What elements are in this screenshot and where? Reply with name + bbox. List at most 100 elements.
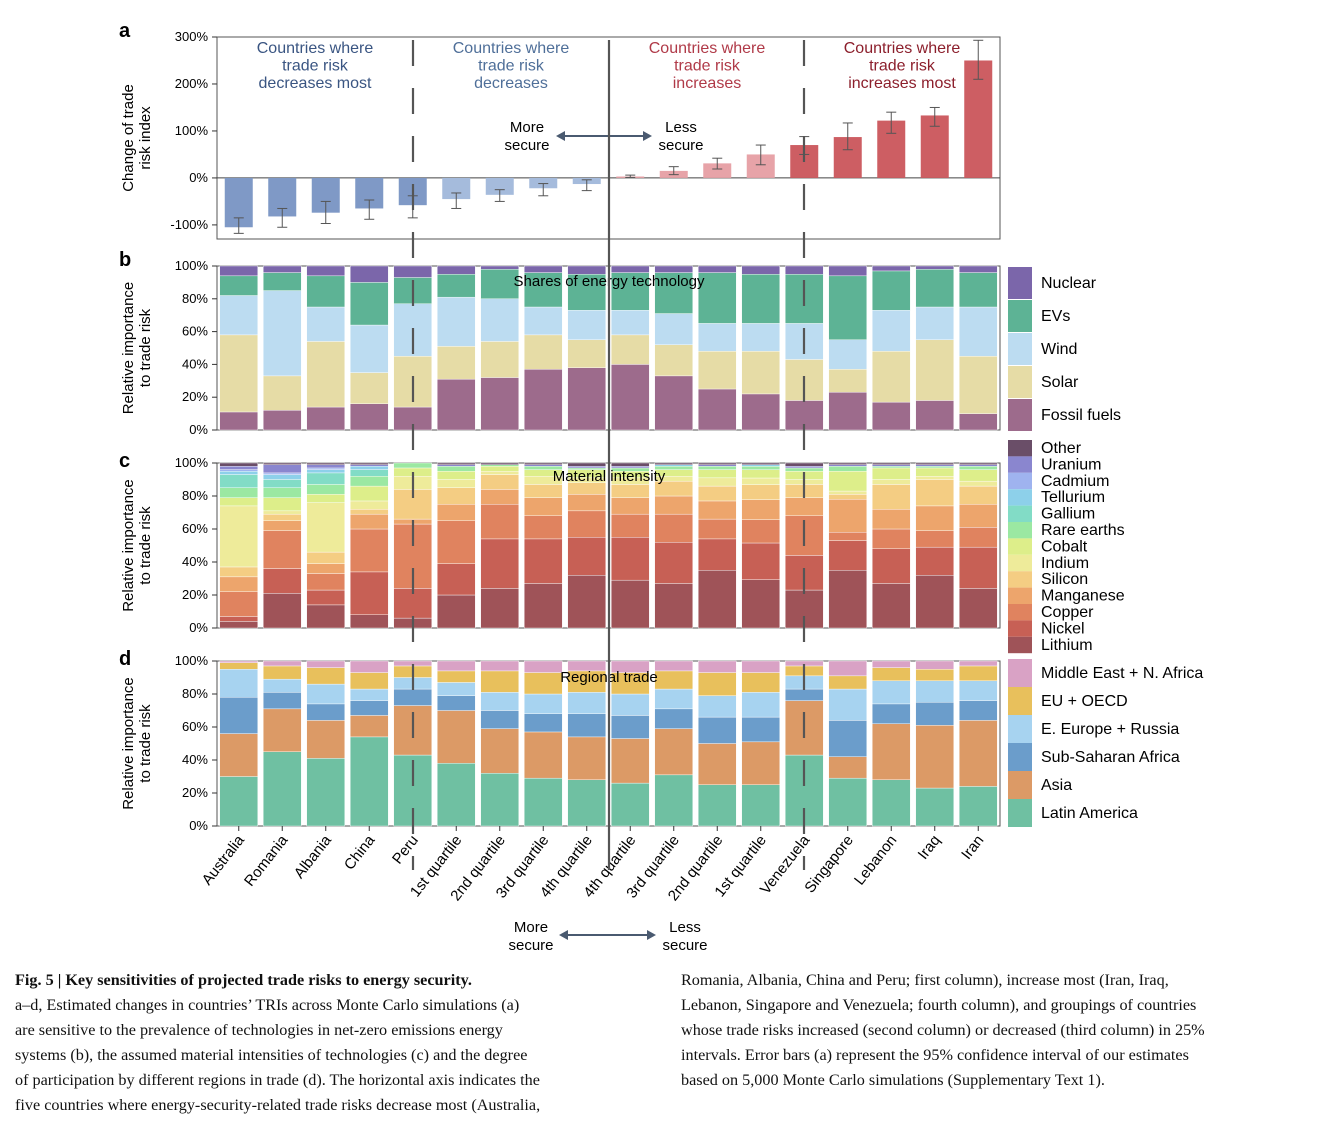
segment-fossil-fuels (654, 375, 693, 431)
legend-label: Silicon (1041, 571, 1088, 588)
segment-silicon (959, 485, 998, 505)
legend-swatch-gallium (1008, 505, 1032, 522)
y-tick-label: 20% (182, 389, 208, 404)
segment-copper (350, 528, 389, 573)
segment-evs (524, 272, 563, 308)
legend-swatch-wind (1008, 333, 1032, 365)
segment-cobalt (480, 466, 519, 472)
legend-swatch-uranium (1008, 456, 1032, 473)
legend-swatch-nickel (1008, 620, 1032, 637)
caption-line: Romania, Albania, China and Peru; first … (681, 971, 1169, 989)
legend-label: EU + OECD (1041, 693, 1128, 710)
caption-heading: Fig. 5 | Key sensitivities of projected … (15, 971, 472, 989)
segment-solar (872, 351, 911, 403)
y-tick-label: -100% (170, 217, 208, 232)
segment-lithium (219, 621, 258, 629)
x-category-label: Lebanon (851, 832, 900, 888)
segment-manganese (306, 563, 345, 574)
legend-label: E. Europe + Russia (1041, 721, 1179, 738)
segment-indium (263, 510, 302, 515)
segment-e-europe-russia (350, 688, 389, 701)
segment-sub-saharan-africa (567, 713, 606, 738)
y-tick-label: 40% (182, 554, 208, 569)
y-tick-label: 80% (182, 488, 208, 503)
segment-nickel (654, 542, 693, 584)
segment-asia (654, 728, 693, 776)
segment-nickel (872, 548, 911, 584)
segment-uranium (872, 464, 911, 467)
legend-swatch-cadmium (1008, 472, 1032, 490)
segment-middle-east-n-africa (306, 660, 345, 668)
segment-tellurium (350, 466, 389, 470)
group-header: Countries where trade risk decreases (453, 40, 570, 92)
group-header: Countries where trade risk decreases most (257, 40, 374, 92)
segment-copper (306, 573, 345, 591)
segment-uranium (306, 464, 345, 469)
segment-e-europe-russia (872, 680, 911, 705)
y-tick-label: 100% (175, 258, 209, 273)
segment-wind (480, 298, 519, 342)
segment-sub-saharan-africa (828, 720, 867, 757)
segment-nickel (567, 537, 606, 576)
segment-other (524, 462, 563, 465)
caption-line: whose trade risks increased (second colu… (681, 1021, 1205, 1039)
segment-solar (306, 341, 345, 408)
segment-asia (828, 756, 867, 779)
segment-uranium (698, 464, 737, 467)
legend-label: Copper (1041, 604, 1094, 621)
y-axis-label: Relative importanceto trade risk (120, 479, 154, 612)
segment-middle-east-n-africa (654, 660, 693, 672)
segment-e-europe-russia (828, 688, 867, 721)
segment-evs (698, 272, 737, 324)
y-tick-label: 300% (175, 29, 209, 44)
segment-cobalt (915, 467, 954, 477)
segment-e-europe-russia (524, 693, 563, 714)
panel-letter-a: a (119, 20, 131, 42)
segment-evs (959, 272, 998, 308)
segment-manganese (263, 520, 302, 531)
segment-asia (698, 743, 737, 785)
segment-sub-saharan-africa (306, 703, 345, 721)
segment-solar (828, 369, 867, 393)
y-tick-label: 40% (182, 752, 208, 767)
legend-swatch-asia (1008, 771, 1032, 799)
segment-nickel (828, 540, 867, 571)
segment-wind (915, 306, 954, 340)
legend-swatch-indium (1008, 554, 1032, 572)
segment-indium (872, 479, 911, 485)
bar-1st-quartile (746, 154, 775, 178)
y-axis-label: Relative importanceto trade risk (120, 677, 154, 810)
segment-indium (828, 490, 867, 495)
segment-e-europe-russia (741, 692, 780, 718)
y-tick-label: 0% (189, 422, 208, 437)
x-category-label: Romania (241, 831, 292, 889)
segment-solar (915, 339, 954, 401)
segment-lithium (698, 570, 737, 629)
segment-solar (437, 346, 476, 380)
segment-middle-east-n-africa (828, 660, 867, 677)
segment-sub-saharan-africa (393, 688, 432, 706)
segment-eu-oecd (437, 670, 476, 683)
bottom-arrow-right-head (647, 930, 656, 940)
legend-label: Middle East + N. Africa (1041, 665, 1203, 682)
segment-latin-america (263, 751, 302, 827)
segment-nuclear (393, 265, 432, 278)
x-category-label: Albania (291, 831, 336, 881)
segment-wind (741, 323, 780, 352)
segment-manganese (350, 513, 389, 530)
segment-rare-earths (915, 466, 954, 469)
segment-nickel (350, 571, 389, 616)
segment-wind (828, 339, 867, 370)
segment-rare-earths (959, 466, 998, 470)
caption-line: five countries where energy-security-rel… (15, 1096, 541, 1114)
segment-fossil-fuels (480, 377, 519, 431)
segment-wind (524, 306, 563, 336)
segment-copper (698, 518, 737, 540)
y-axis-label: Change of traderisk index (120, 84, 154, 192)
segment-eu-oecd (480, 670, 519, 693)
x-category-label: Iraq (915, 832, 944, 863)
segment-latin-america (611, 782, 650, 827)
legend-swatch-latin-america (1008, 799, 1032, 827)
segment-evs (437, 274, 476, 298)
segment-e-europe-russia (654, 688, 693, 710)
